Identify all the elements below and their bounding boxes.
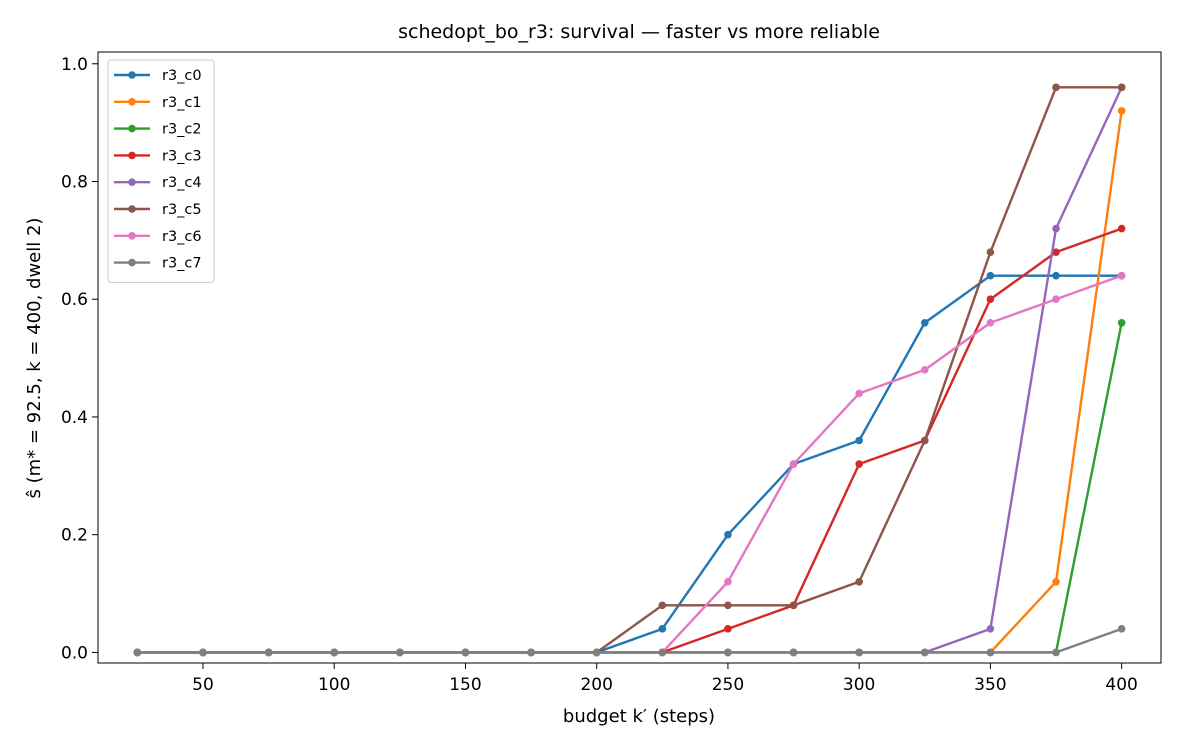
data-point <box>199 648 207 657</box>
data-point <box>920 366 929 374</box>
plot-area <box>97 51 1162 664</box>
legend: r3_c0 r3_c1 r3_c2 r3_c3 r3_c4 r3_c5 r3_c6 r3_c7 <box>107 59 215 283</box>
data-point <box>133 648 142 657</box>
x-tick-label: 400 <box>1105 675 1137 695</box>
data-point <box>592 648 601 657</box>
data-point <box>789 601 798 610</box>
legend-item: r3_c6 <box>114 229 202 245</box>
legend-marker <box>128 258 136 267</box>
data-point <box>1052 577 1060 586</box>
data-point <box>986 248 995 256</box>
legend-label: r3_c4 <box>162 175 202 191</box>
data-point <box>1117 107 1126 115</box>
legend-marker <box>128 232 136 240</box>
x-axis-label: budget k′ (steps) <box>563 706 715 727</box>
data-point <box>330 648 339 657</box>
legend-label: r3_c7 <box>162 256 202 272</box>
series-r3_c7 <box>133 625 1126 657</box>
legend-marker <box>128 205 136 213</box>
legend-item: r3_c1 <box>114 95 202 111</box>
x-tick-label: 200 <box>580 675 612 695</box>
y-tick-label: 0.6 <box>61 290 88 310</box>
data-point <box>461 648 470 657</box>
data-point <box>1117 83 1126 92</box>
legend-marker <box>128 124 136 133</box>
y-tick-label: 0.2 <box>61 526 88 546</box>
y-axis: 0.0 0.2 0.4 0.6 0.8 1.0 <box>61 55 98 663</box>
data-point <box>724 625 732 633</box>
legend-item: r3_c3 <box>114 148 202 164</box>
data-point <box>986 295 995 304</box>
legend-marker <box>128 98 136 106</box>
chart-title: schedopt_bo_r3: survival — faster vs mor… <box>398 21 880 43</box>
legend-label: r3_c2 <box>162 122 202 138</box>
data-point <box>1052 224 1060 233</box>
data-point <box>1117 271 1126 280</box>
data-point <box>920 318 929 327</box>
y-tick-label: 0.0 <box>61 643 88 663</box>
legend-box <box>107 59 215 283</box>
data-point <box>855 648 863 657</box>
data-point <box>986 625 995 633</box>
data-point <box>724 601 732 610</box>
data-point <box>658 601 667 610</box>
data-point <box>724 530 732 539</box>
legend-item: r3_c7 <box>114 256 202 272</box>
data-point <box>855 389 863 398</box>
x-tick-label: 50 <box>192 675 214 695</box>
legend-item: r3_c4 <box>114 175 202 191</box>
data-point <box>986 271 995 280</box>
legend-item: r3_c2 <box>114 122 202 138</box>
legend-label: r3_c3 <box>162 148 202 164</box>
data-point <box>920 648 929 657</box>
data-point <box>920 436 929 445</box>
x-tick-label: 350 <box>974 675 1006 695</box>
data-point <box>1117 625 1126 633</box>
data-point <box>789 460 798 468</box>
y-tick-label: 0.4 <box>61 408 88 428</box>
data-point <box>1052 648 1060 657</box>
data-point <box>527 648 535 657</box>
legend-label: r3_c6 <box>162 229 202 245</box>
data-point <box>1117 318 1126 327</box>
legend-item: r3_c0 <box>114 68 202 84</box>
data-point <box>986 318 995 327</box>
data-point <box>658 648 667 657</box>
x-tick-label: 100 <box>318 675 350 695</box>
data-point <box>855 436 863 445</box>
data-point <box>1117 224 1126 233</box>
data-point <box>264 648 273 657</box>
data-point <box>724 577 732 586</box>
data-point <box>1052 83 1060 92</box>
x-tick-label: 250 <box>712 675 744 695</box>
y-tick-label: 0.8 <box>61 172 88 192</box>
data-point <box>986 648 995 657</box>
legend-marker <box>128 71 136 79</box>
series-line <box>137 627 1123 654</box>
legend-label: r3_c1 <box>162 95 202 111</box>
data-point <box>789 648 798 657</box>
data-point <box>396 648 404 657</box>
x-tick-label: 300 <box>843 675 875 695</box>
data-point <box>1052 271 1060 280</box>
data-point <box>1052 248 1060 256</box>
series-layer <box>133 83 1126 657</box>
plot-frame <box>97 51 1162 664</box>
y-tick-label: 1.0 <box>61 55 88 75</box>
legend-marker <box>128 178 136 186</box>
legend-marker <box>128 151 136 160</box>
y-axis-label: ŝ (m* = 92.5, k = 400, dwell 2) <box>24 218 45 499</box>
data-point <box>855 460 863 468</box>
data-point <box>658 625 667 633</box>
legend-label: r3_c5 <box>162 202 202 218</box>
data-point <box>855 577 863 586</box>
data-point <box>1052 295 1060 304</box>
legend-label: r3_c0 <box>162 68 202 84</box>
data-point <box>724 648 732 657</box>
legend-item: r3_c5 <box>114 202 202 218</box>
x-tick-label: 150 <box>449 675 481 695</box>
x-axis: 50 100 150 200 250 300 350 400 <box>192 663 1138 695</box>
